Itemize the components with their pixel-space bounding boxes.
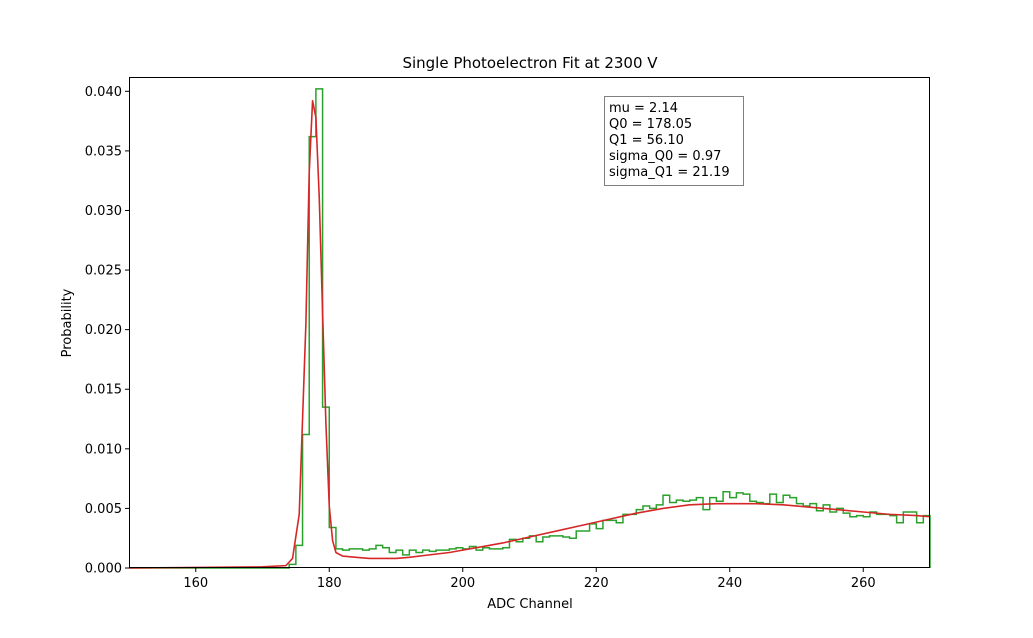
y-axis: 0.000 0.005 0.010 0.015 0.020 0.025 0.030 0.035…	[85, 85, 129, 577]
y-tick-label: 0.025	[85, 264, 122, 279]
y-tick-label: 0.000	[85, 562, 122, 577]
y-tick-label: 0.010	[85, 442, 122, 457]
fit-parameters-box: mu = 2.14 Q0 = 178.05 Q1 = 56.10 sigma_Q…	[604, 96, 744, 186]
x-axis: 160 180 200 220 240 260	[183, 568, 876, 591]
plot-frame	[129, 77, 930, 568]
x-tick-label: 240	[717, 576, 742, 591]
fit-param-sigma-q1: sigma_Q1 = 21.19	[609, 165, 730, 180]
histogram-steps	[129, 88, 931, 569]
fit-curve	[128, 100, 931, 569]
x-tick-label: 200	[450, 576, 475, 591]
fit-param-q1: Q1 = 56.10	[609, 133, 684, 148]
fit-param-mu: mu = 2.14	[609, 101, 678, 116]
fit-param-q0: Q0 = 178.05	[609, 117, 692, 132]
y-tick-label: 0.035	[85, 144, 122, 159]
y-axis-label: Probability	[60, 288, 75, 357]
series-layer	[128, 88, 931, 569]
y-tick-label: 0.030	[85, 204, 122, 219]
x-tick-label: 160	[183, 576, 208, 591]
y-tick-label: 0.040	[85, 85, 122, 100]
plot-background	[129, 77, 930, 568]
x-tick-label: 220	[584, 576, 609, 591]
x-axis-label: ADC Channel	[487, 597, 572, 612]
x-tick-label: 180	[317, 576, 342, 591]
y-tick-label: 0.005	[85, 502, 122, 517]
fit-parameters-frame	[604, 96, 744, 186]
y-tick-label: 0.020	[85, 323, 122, 338]
x-tick-label: 260	[851, 576, 876, 591]
y-tick-label: 0.015	[85, 383, 122, 398]
chart-title: Single Photoelectron Fit at 2300 V	[402, 54, 658, 72]
fit-param-sigma-q0: sigma_Q0 = 0.97	[609, 149, 721, 164]
